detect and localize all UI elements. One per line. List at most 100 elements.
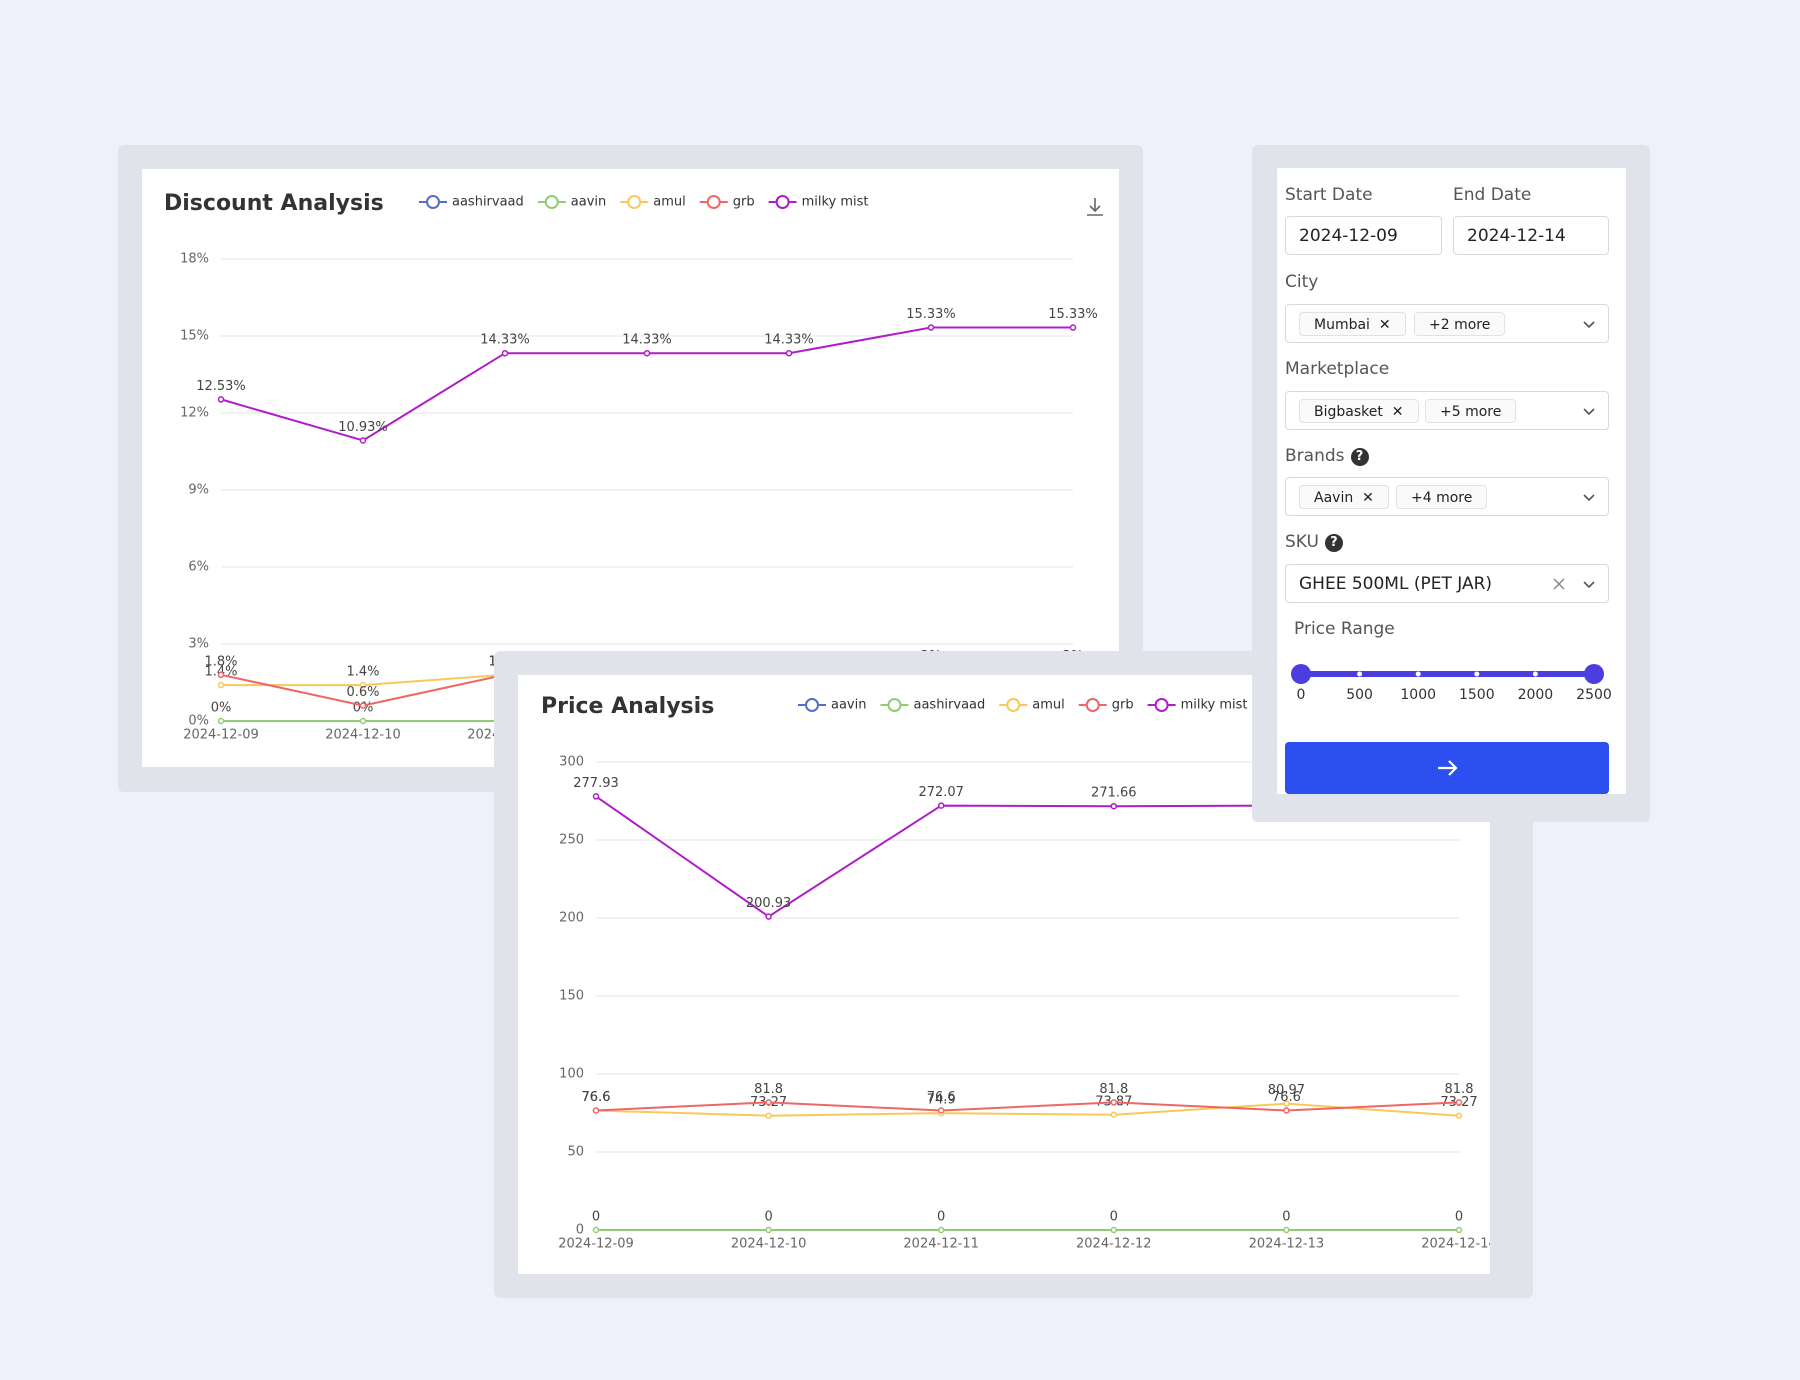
x-tick-label: 2024-12-09: [558, 1237, 634, 1252]
brands-label-text: Brands: [1285, 446, 1345, 466]
submit-button[interactable]: [1285, 742, 1609, 794]
y-tick-label: 9%: [188, 483, 209, 498]
data-point: [927, 324, 935, 331]
marketplace-more: +5 more: [1425, 399, 1517, 423]
data-label: 0: [1282, 1210, 1290, 1225]
y-tick-label: 150: [559, 989, 584, 1004]
data-label: 12.53%: [196, 379, 246, 394]
price-slider[interactable]: 0 500 1000 1500 2000 2500: [1277, 658, 1626, 708]
slider-tick-label: 500: [1346, 687, 1373, 703]
data-point: [217, 681, 225, 689]
y-tick-label: 0: [576, 1223, 584, 1238]
slider-handle[interactable]: [1291, 664, 1311, 684]
series-line: [595, 1102, 1460, 1117]
city-select[interactable]: Mumbai ✕ +2 more: [1285, 304, 1609, 343]
legend-marker: [1085, 698, 1100, 712]
data-point: [359, 681, 367, 689]
data-label: 74.9: [927, 1093, 956, 1108]
end-date-input[interactable]: 2024-12-14: [1453, 216, 1609, 255]
y-tick-label: 200: [559, 911, 584, 926]
slider-tick-label: 0: [1297, 687, 1306, 703]
data-point: [359, 702, 367, 709]
data-point: [643, 349, 651, 357]
legend-marker: [805, 698, 819, 712]
slider-dot: [1474, 671, 1480, 677]
marketplace-select[interactable]: Bigbasket ✕ +5 more: [1285, 391, 1609, 430]
x-tick-label: 2024-12-14: [1421, 1237, 1490, 1252]
city-more: +2 more: [1414, 312, 1506, 336]
data-label: 15.33%: [906, 307, 956, 322]
data-label: 14.33%: [622, 333, 672, 348]
end-date-value: 2024-12-14: [1467, 226, 1566, 246]
y-tick-label: 100: [559, 1067, 584, 1082]
marketplace-tag[interactable]: Bigbasket ✕: [1299, 399, 1419, 423]
legend-label: aashirvaad: [913, 698, 985, 713]
legend-label: amul: [653, 195, 685, 210]
slider-tick-label: 1500: [1459, 687, 1495, 703]
data-label: 80.97: [1268, 1083, 1305, 1098]
slider-handle[interactable]: [1584, 664, 1604, 684]
help-icon[interactable]: ?: [1324, 534, 1343, 552]
brands-label: Brands?: [1285, 446, 1369, 466]
y-tick-label: 250: [559, 833, 584, 848]
data-point: [359, 437, 367, 444]
data-point: [785, 349, 793, 357]
data-point: [1110, 1111, 1118, 1119]
data-label: 0: [1455, 1210, 1463, 1225]
y-tick-label: 0%: [188, 714, 209, 729]
data-label: 0%: [211, 701, 232, 716]
start-date-label: Start Date: [1285, 185, 1373, 205]
help-icon[interactable]: ?: [1350, 448, 1369, 466]
slider-tick-label: 1000: [1400, 687, 1436, 703]
start-date-input[interactable]: 2024-12-09: [1285, 216, 1442, 255]
legend-label: grb: [1112, 698, 1134, 713]
legend-label: milky mist: [802, 195, 869, 210]
price-card: Price Analysis 0 50 100 150 200 250 300 2024-12…: [518, 675, 1490, 1274]
data-point: [217, 717, 225, 725]
legend-marker: [1154, 698, 1169, 712]
data-point: [217, 396, 225, 403]
brands-select[interactable]: Aavin ✕ +4 more: [1285, 477, 1609, 516]
slider-dot: [1357, 671, 1363, 677]
data-point: [937, 1226, 945, 1234]
data-label: 81.8: [1445, 1082, 1474, 1097]
data-point: [217, 671, 225, 679]
legend-label: aavin: [571, 195, 606, 210]
legend-marker: [627, 195, 642, 209]
data-point: [1283, 1226, 1290, 1234]
y-tick-label: 15%: [180, 329, 209, 344]
data-point: [1110, 802, 1118, 810]
data-point: [592, 1226, 600, 1234]
data-label: 1.4%: [346, 665, 379, 680]
data-point: [765, 1226, 772, 1234]
data-point: [1283, 1100, 1290, 1107]
data-label: 10.93%: [338, 420, 388, 435]
city-tag[interactable]: Mumbai ✕: [1299, 312, 1406, 336]
price-chart: Price Analysis 0 50 100 150 200 250 300 2024-12…: [541, 694, 1490, 1252]
sku-select[interactable]: GHEE 500ML (PET JAR): [1285, 564, 1609, 603]
data-label: 76.6: [927, 1090, 956, 1105]
x-tick-label: 2024-12-10: [731, 1237, 807, 1252]
data-label: 76.6: [1272, 1090, 1301, 1105]
data-label: 14.33%: [764, 333, 814, 348]
x-tick-label: 2024-12-12: [1076, 1237, 1152, 1252]
legend-marker: [544, 195, 559, 209]
slider-dot: [1532, 671, 1538, 677]
brands-tag[interactable]: Aavin ✕: [1299, 485, 1389, 509]
legend-marker: [426, 195, 440, 209]
x-tick-label: 2024-12-11: [903, 1237, 979, 1252]
data-point: [1069, 324, 1077, 331]
data-label: 277.93: [573, 776, 619, 791]
slider-tick-label: 2500: [1576, 687, 1612, 703]
y-tick-label: 300: [559, 755, 584, 770]
chevron: [1583, 408, 1595, 416]
data-point: [765, 913, 772, 920]
clear-icon[interactable]: [1552, 577, 1566, 591]
data-point: [359, 717, 367, 725]
legend-label: milky mist: [1181, 698, 1248, 713]
download-icon[interactable]: [1087, 198, 1103, 216]
data-label: 0.6%: [346, 685, 379, 700]
brands-tag-text: Aavin: [1314, 490, 1354, 506]
data-point: [1455, 1099, 1463, 1106]
